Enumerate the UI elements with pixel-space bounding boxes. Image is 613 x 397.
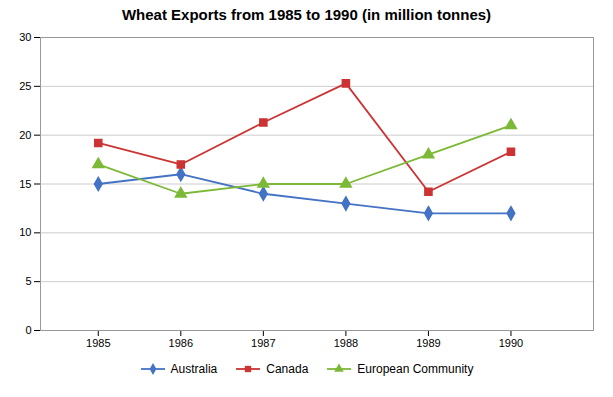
svg-text:1990: 1990 bbox=[499, 337, 523, 349]
svg-text:5: 5 bbox=[25, 275, 31, 287]
svg-text:1989: 1989 bbox=[416, 337, 440, 349]
svg-text:20: 20 bbox=[19, 129, 31, 141]
svg-text:25: 25 bbox=[19, 80, 31, 92]
html-text:Australia: Australia bbox=[170, 362, 218, 376]
svg-text:10: 10 bbox=[19, 226, 31, 238]
svg-text:1988: 1988 bbox=[334, 337, 358, 349]
svg-text:1985: 1985 bbox=[86, 337, 110, 349]
svg-text:0: 0 bbox=[25, 324, 31, 336]
svg-text:30: 30 bbox=[19, 31, 31, 43]
svg-text:1986: 1986 bbox=[169, 337, 193, 349]
svg-text:1987: 1987 bbox=[251, 337, 275, 349]
html-text:Wheat Exports from 1985 to 199: Wheat Exports from 1985 to 1990 (in mill… bbox=[121, 6, 492, 23]
svg-text:15: 15 bbox=[19, 178, 31, 190]
html-text:Canada: Canada bbox=[266, 362, 309, 376]
html-text:European Community: European Community bbox=[357, 362, 474, 376]
